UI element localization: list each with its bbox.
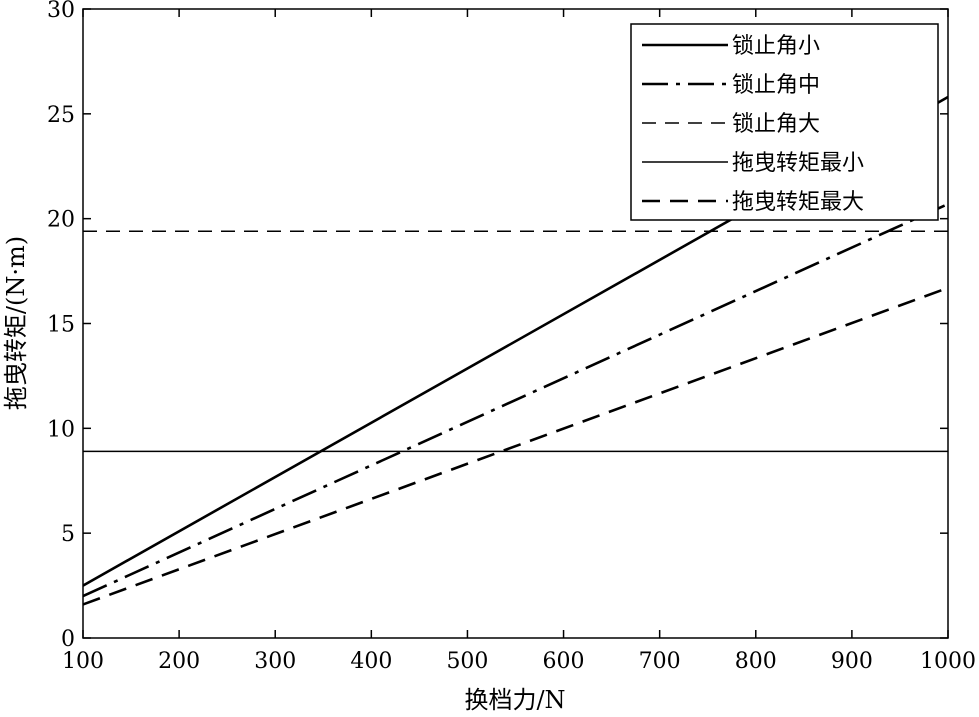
x-tick-label: 100	[62, 649, 104, 674]
legend-label: 拖曳转矩最大	[732, 190, 864, 215]
y-tick-label: 30	[47, 0, 75, 23]
y-tick-label: 10	[47, 417, 75, 442]
legend-label: 拖曳转矩最小	[732, 151, 864, 176]
x-axis-title: 换档力/N	[464, 686, 565, 714]
y-tick-label: 5	[61, 522, 75, 547]
x-tick-label: 700	[639, 649, 681, 674]
y-axis-title: 拖曳转矩/(N·m)	[2, 236, 30, 410]
x-tick-label: 200	[158, 649, 200, 674]
x-tick-label: 300	[254, 649, 296, 674]
x-tick-label: 500	[446, 649, 488, 674]
legend-label: 锁止角大	[732, 112, 820, 137]
x-tick-label: 400	[350, 649, 392, 674]
axes: 100 200 300 400 500 600 700 800 900 1000 0 5 10 15 20 2…	[47, 0, 976, 674]
legend-box	[630, 23, 939, 221]
x-tick-label: 800	[735, 649, 777, 674]
legend-label: 锁止角中	[732, 73, 820, 98]
y-tick-label: 20	[47, 208, 75, 233]
y-tick-label: 25	[47, 103, 75, 128]
x-tick-label: 1000	[920, 649, 976, 674]
x-tick-label: 900	[831, 649, 873, 674]
y-tick-label: 15	[47, 313, 75, 338]
y-tick-label: 0	[61, 627, 75, 652]
legend-label: 锁止角小	[732, 34, 820, 59]
series-line-2	[83, 202, 948, 598]
series-line-5	[83, 286, 948, 606]
x-tick-label: 600	[543, 649, 585, 674]
